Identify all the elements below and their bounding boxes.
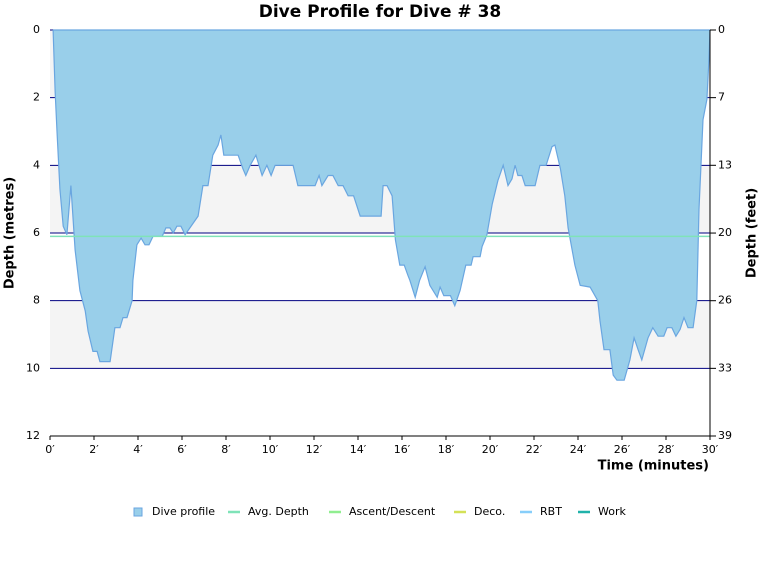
dive-profile-area xyxy=(52,29,711,381)
x-tick-label: 24′ xyxy=(570,443,587,456)
legend-label: Work xyxy=(598,505,626,518)
y2-tick-label: 7 xyxy=(718,91,725,104)
y2-tick-label: 39 xyxy=(718,429,732,442)
chart-title: Dive Profile for Dive # 38 xyxy=(259,2,502,22)
x-tick-label: 2′ xyxy=(89,443,99,456)
y-tick-label: 0 xyxy=(33,23,40,36)
x-tick-label: 22′ xyxy=(526,443,543,456)
legend-swatch xyxy=(133,507,143,517)
x-tick-label: 12′ xyxy=(306,443,323,456)
y2-tick-label: 33 xyxy=(718,361,732,374)
x-axis-title: Time (minutes) xyxy=(598,459,709,474)
y-tick-label: 2 xyxy=(33,91,40,104)
x-tick-label: 30′ xyxy=(702,443,719,456)
legend-label: Dive profile xyxy=(152,505,215,518)
y-tick-label: 12 xyxy=(26,429,40,442)
y2-tick-label: 26 xyxy=(718,294,732,307)
y2-tick-label: 0 xyxy=(718,23,725,36)
y2-axis-title: Depth (feet) xyxy=(745,188,760,278)
y-tick-label: 10 xyxy=(26,361,40,374)
y2-tick-label: 13 xyxy=(718,158,732,171)
legend-label: RBT xyxy=(540,505,562,518)
y-tick-label: 8 xyxy=(33,294,40,307)
x-tick-label: 14′ xyxy=(350,443,367,456)
y-tick-label: 4 xyxy=(33,158,40,171)
y-tick-label: 6 xyxy=(33,226,40,239)
x-tick-label: 0′ xyxy=(45,443,55,456)
legend-label: Ascent/Descent xyxy=(349,505,436,518)
x-tick-label: 8′ xyxy=(221,443,231,456)
x-tick-label: 10′ xyxy=(262,443,279,456)
x-tick-label: 18′ xyxy=(438,443,455,456)
x-tick-label: 6′ xyxy=(177,443,187,456)
x-tick-label: 28′ xyxy=(658,443,675,456)
y-axis-title: Depth (metres) xyxy=(3,177,18,289)
x-tick-label: 26′ xyxy=(614,443,631,456)
x-tick-label: 20′ xyxy=(482,443,499,456)
legend-label: Avg. Depth xyxy=(248,505,309,518)
y2-tick-label: 20 xyxy=(718,226,732,239)
legend-label: Deco. xyxy=(474,505,505,518)
x-tick-label: 16′ xyxy=(394,443,411,456)
x-tick-label: 4′ xyxy=(133,443,143,456)
